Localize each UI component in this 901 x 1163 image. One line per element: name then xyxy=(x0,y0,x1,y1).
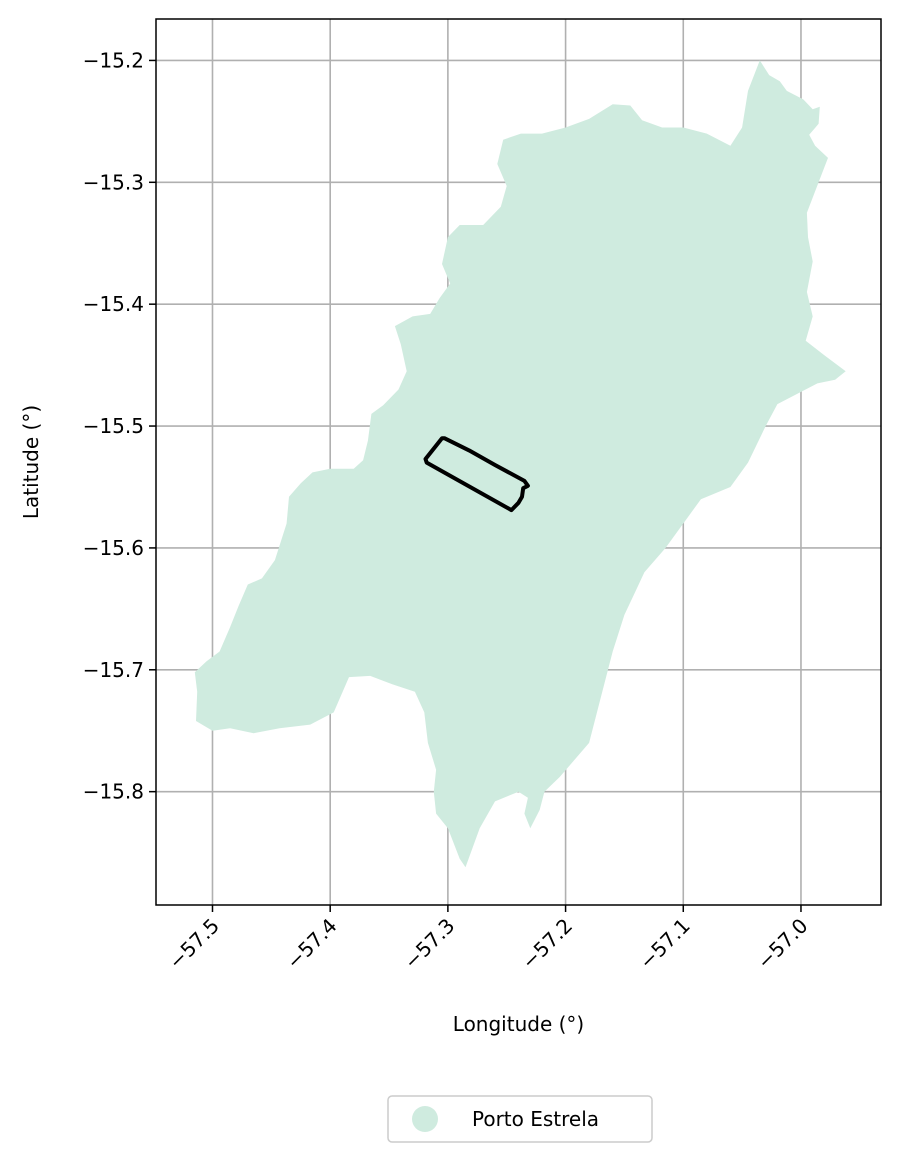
x-axis-label: Longitude (°) xyxy=(453,1012,584,1036)
region-layer xyxy=(194,60,846,868)
y-tick-label-4: −15.6 xyxy=(83,536,144,560)
y-axis-ticks: −15.2 −15.3 −15.4 −15.5 −15.6 −15.7 −15.8 xyxy=(83,48,156,804)
axes-frame xyxy=(155,18,882,906)
legend: Porto Estrela xyxy=(387,1095,653,1143)
legend-marker-porto-estrela xyxy=(412,1106,438,1132)
y-tick-label-6: −15.8 xyxy=(83,780,144,804)
y-tick-label-5: −15.7 xyxy=(83,658,144,682)
y-axis-label: Latitude (°) xyxy=(19,405,43,519)
y-tick-label-1: −15.3 xyxy=(83,170,144,194)
y-tick-label-2: −15.4 xyxy=(83,292,144,316)
legend-box xyxy=(387,1095,653,1143)
outline-layer xyxy=(423,436,530,513)
study-area-outline xyxy=(423,436,530,513)
region-polygon-porto-estrela xyxy=(194,60,846,868)
y-tick-label-3: −15.5 xyxy=(83,414,144,438)
legend-label-porto-estrela: Porto Estrela xyxy=(472,1107,599,1131)
y-tick-label-0: −15.2 xyxy=(83,48,144,72)
